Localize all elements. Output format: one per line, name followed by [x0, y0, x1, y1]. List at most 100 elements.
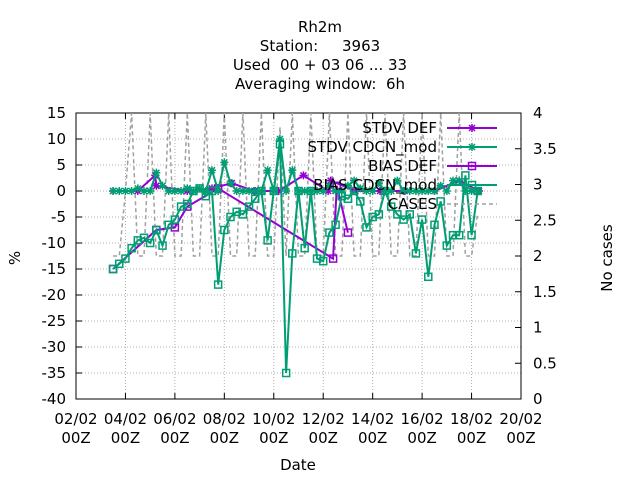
x-tick-label: 18/02 [450, 410, 493, 428]
y2-tick-label: 1.5 [533, 283, 557, 301]
series-1-point [139, 187, 148, 195]
series-1-point [405, 187, 414, 195]
x-axis-label: Date [280, 456, 316, 474]
series-3-point [108, 264, 118, 274]
series-3-point [238, 210, 248, 219]
x-tick-label: 00Z [407, 429, 436, 447]
y-tick-label: 10 [47, 130, 66, 148]
series-3-point [220, 225, 229, 235]
series-0-point [207, 184, 216, 193]
series-1-point [368, 187, 377, 195]
series-3-point [213, 280, 223, 289]
series-3-point [368, 212, 377, 222]
legend-entry-0: STDV DEF [362, 119, 497, 137]
y-tick-label: 0 [56, 182, 66, 200]
plot-frame [75, 112, 522, 400]
series-1-point [461, 187, 470, 195]
series-3-point [244, 202, 254, 211]
y-tick-label: 15 [47, 104, 66, 122]
series-0-point [324, 187, 333, 195]
series-1-point [220, 158, 229, 167]
x-tick-label: 00Z [309, 429, 338, 447]
series-3-line [112, 144, 479, 374]
legend-swatch-marker [468, 124, 476, 132]
y-tick-label: -5 [51, 208, 66, 226]
series-3-point [411, 249, 421, 258]
x-tick-label: 00Z [61, 429, 90, 447]
series-3-point [294, 186, 303, 196]
series-3-point [467, 230, 476, 240]
chart-titles: Rh2m Station: 3963 Used 00 + 03 06 ... 3… [233, 18, 407, 93]
series-1-point [325, 181, 334, 190]
series-1-point [201, 187, 210, 195]
series-3-point [343, 194, 353, 204]
y2-tick-label: 0 [533, 390, 543, 408]
x-tick-label: 14/02 [351, 410, 394, 428]
series-3-point [288, 249, 297, 258]
series-3-point [442, 241, 452, 250]
series-3-point [127, 243, 136, 253]
y-tick-label: -30 [42, 338, 67, 356]
legend-label: STDV DEF [362, 119, 437, 137]
series-1-point [152, 168, 161, 177]
series-3-point [393, 210, 402, 219]
legend-swatch-marker [467, 161, 477, 171]
series-layer [108, 112, 483, 378]
series-3-point [448, 230, 458, 240]
series-3-point [337, 191, 347, 201]
series-1-point [300, 187, 309, 195]
series-3-point [183, 199, 192, 209]
legend-entry-1: STDV CDCN_mod [307, 138, 497, 157]
series-3-point [226, 212, 235, 222]
x-tick-label: 00Z [160, 429, 189, 447]
series-1-point [418, 187, 427, 195]
series-1-point [133, 184, 142, 193]
series-1-point [232, 187, 241, 195]
series-3-point [232, 207, 241, 217]
series-3-point [164, 220, 173, 230]
series-1-point [331, 187, 340, 195]
series-1-point [121, 187, 130, 195]
series-3-point [281, 368, 291, 378]
legend-swatch-marker [467, 180, 477, 190]
y-tick-label: -25 [42, 312, 67, 330]
series-1-point [177, 187, 186, 195]
x-tick-label: 00Z [210, 429, 239, 447]
series-1-point [387, 187, 396, 195]
y2-tick-label: 0.5 [533, 354, 557, 372]
series-3 [108, 139, 482, 378]
series-1-point [436, 181, 445, 190]
series-0-point [351, 187, 360, 195]
series-3-point [306, 186, 316, 196]
series-1-point [245, 187, 254, 195]
series-3-point [331, 220, 340, 230]
series-1-point [430, 187, 439, 195]
legend-entry-3: BIAS CDCN_mod [313, 176, 497, 195]
series-0-point [152, 181, 161, 190]
x-tick-label: 10/02 [252, 410, 295, 428]
series-1-point [158, 181, 167, 190]
legend-label: BIAS DEF [368, 157, 437, 175]
series-3-point [417, 215, 427, 224]
series-1-point [288, 166, 297, 175]
y-tick-label: -20 [42, 286, 67, 304]
chart-title: Rh2m [298, 18, 342, 36]
series-1-point [282, 187, 291, 195]
series-3-point [362, 223, 371, 232]
series-3-point [176, 202, 186, 211]
series-0-point [326, 176, 335, 185]
y2-tick-label: 3 [533, 176, 543, 194]
series-1-point [473, 187, 482, 195]
x-tick-label: 00Z [111, 429, 140, 447]
series-3-point [275, 139, 285, 149]
series-1-point [399, 187, 408, 195]
series-3-point [263, 236, 272, 245]
series-3-point [424, 272, 433, 282]
x-tick-label: 00Z [259, 429, 288, 447]
series-3-point [250, 194, 260, 204]
y2-tick-label: 4 [533, 104, 543, 122]
series-1-point [350, 176, 359, 185]
series-1-point [319, 187, 328, 195]
y2-axis-label: No cases [598, 224, 616, 292]
